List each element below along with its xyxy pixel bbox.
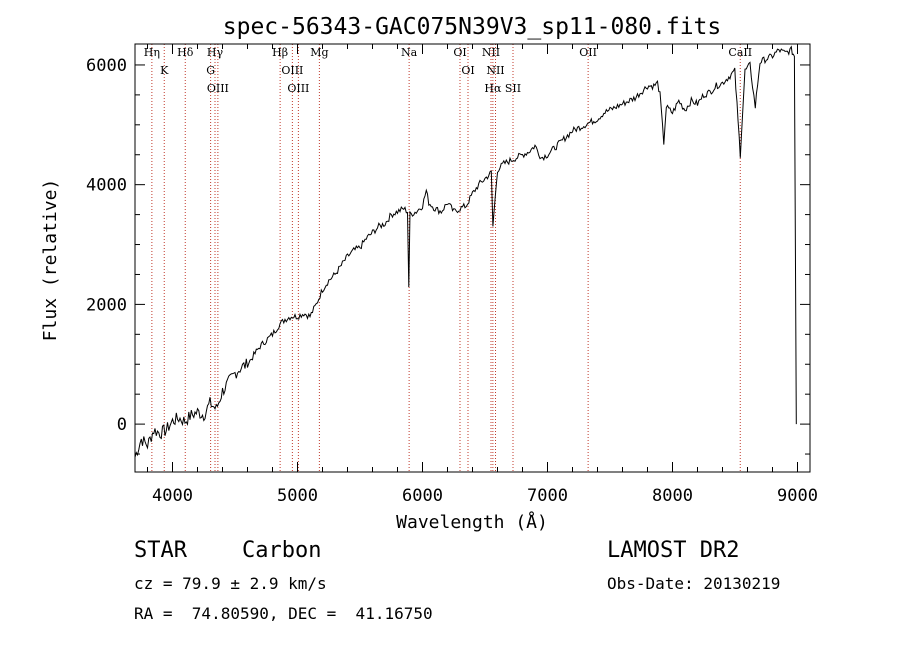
spectral-line-label: CaII bbox=[728, 46, 752, 59]
x-tick-label: 8000 bbox=[652, 486, 693, 506]
spectral-line-label: Hβ bbox=[272, 46, 288, 59]
spectral-line-label: G bbox=[206, 64, 215, 77]
spectral-line-label: Hη bbox=[144, 46, 160, 59]
spectral-line-label: NII bbox=[486, 64, 504, 77]
y-tick-label: 6000 bbox=[86, 56, 127, 76]
x-tick-label: 6000 bbox=[402, 486, 443, 506]
axis-ticks-layer: 4000 5000 6000 7000 8000 9000 0 2000 4000 6000 bbox=[86, 44, 818, 506]
spectral-line-label: OIII bbox=[287, 82, 309, 95]
x-tick-label: 4000 bbox=[152, 486, 193, 506]
object-type-label: STAR bbox=[134, 538, 187, 563]
spectral-line-label: Hγ bbox=[207, 46, 224, 59]
spectral-line-label: OIII bbox=[207, 82, 229, 95]
emission-lines-layer bbox=[151, 44, 741, 472]
y-tick-label: 4000 bbox=[86, 176, 127, 196]
x-tick-label: 9000 bbox=[777, 486, 818, 506]
y-axis-label: Flux (relative) bbox=[40, 179, 61, 342]
spectral-line-label: NII bbox=[482, 46, 500, 59]
spectral-line-label: Hα bbox=[484, 82, 502, 95]
redshift-text: cz = 79.9 ± 2.9 km/s bbox=[134, 574, 327, 593]
spectral-line-label: Hδ bbox=[177, 46, 194, 59]
spectral-line-label: OI bbox=[461, 64, 474, 77]
x-tick-label: 7000 bbox=[527, 486, 568, 506]
object-class-label: Carbon bbox=[242, 538, 322, 563]
chart-title: spec-56343-GAC075N39V3_sp11-080.fits bbox=[223, 14, 722, 40]
obs-date-text: Obs-Date: 20130219 bbox=[607, 574, 781, 593]
spectral-line-label: OIII bbox=[281, 64, 303, 77]
spectral-line-label: Na bbox=[401, 46, 418, 59]
plot-frame bbox=[134, 43, 811, 473]
x-axis-label: Wavelength (Å) bbox=[396, 511, 548, 533]
y-tick-label: 2000 bbox=[86, 295, 127, 315]
spectrum-series-line bbox=[134, 45, 797, 458]
spectral-line-label: SII bbox=[505, 82, 521, 95]
spectral-line-label: OII bbox=[579, 46, 597, 59]
spectral-line-label: K bbox=[160, 64, 169, 77]
survey-label: LAMOST DR2 bbox=[607, 538, 740, 563]
coordinates-text: RA = 74.80590, DEC = 41.16750 bbox=[134, 604, 433, 623]
spectral-line-label: Mg bbox=[310, 46, 328, 59]
series-layer bbox=[134, 45, 797, 458]
y-tick-label: 0 bbox=[117, 415, 127, 435]
x-tick-label: 5000 bbox=[277, 486, 318, 506]
spectral-line-label: OI bbox=[453, 46, 466, 59]
